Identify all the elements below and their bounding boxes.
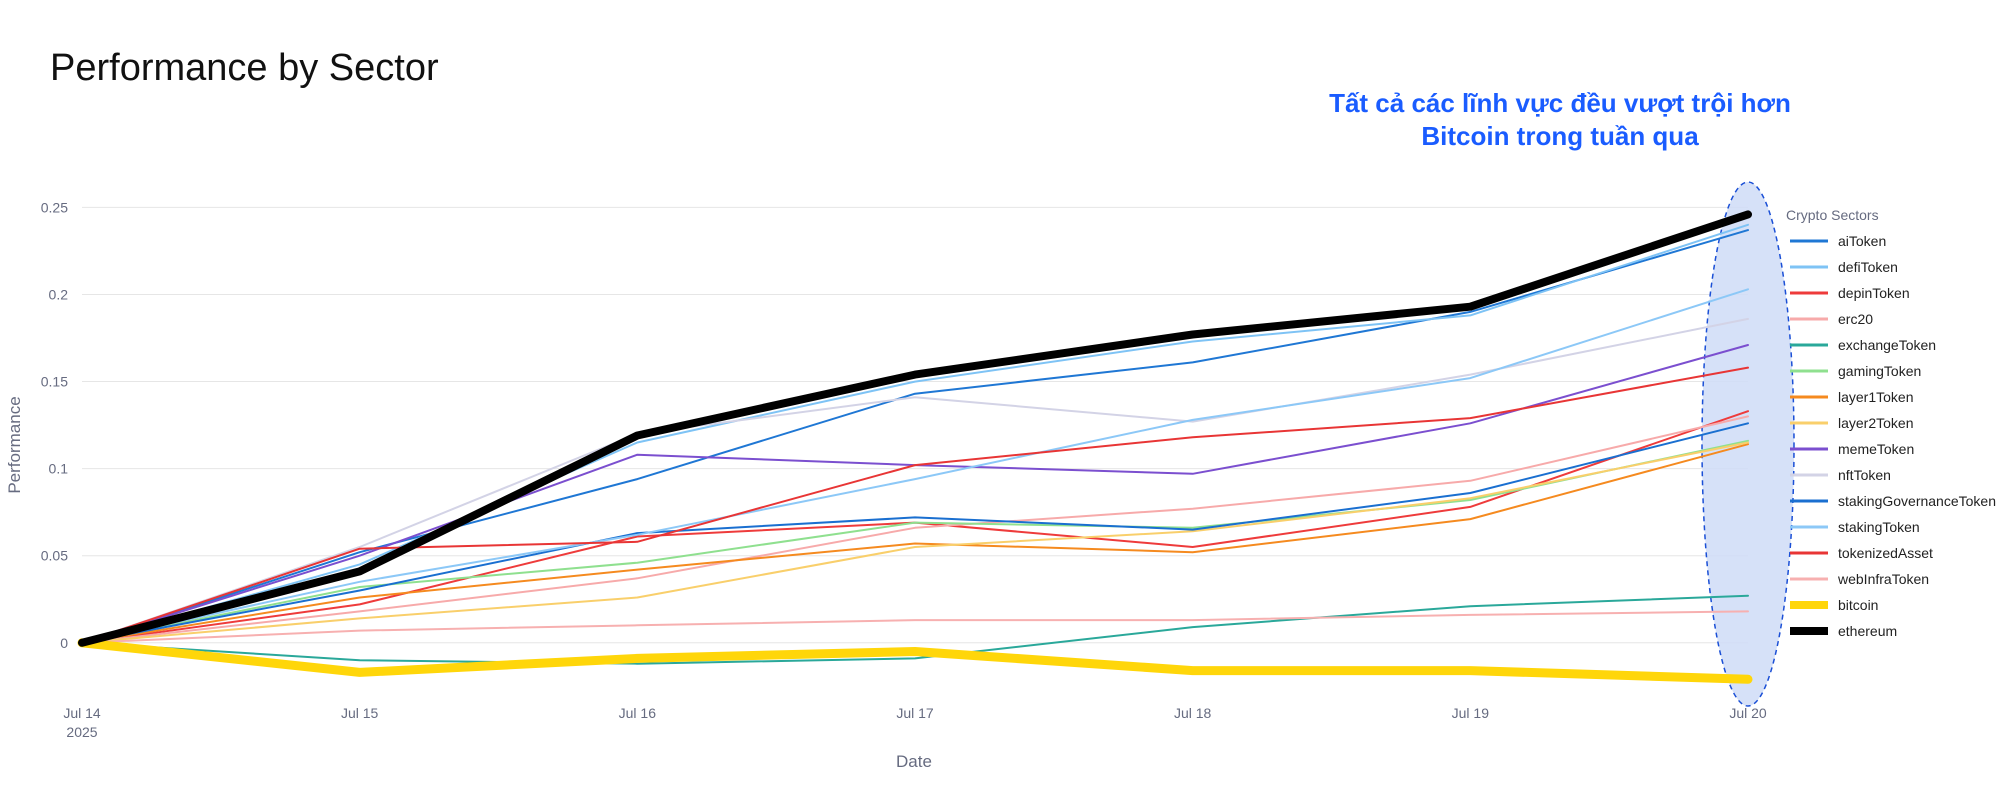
annotation-line-2: Bitcoin trong tuần qua (1421, 121, 1699, 151)
series-lines (77, 210, 1753, 684)
annotation-line-1: Tất cả các lĩnh vực đều vượt trội hơn (1329, 88, 1791, 118)
x-axis-ticks: Jul 14 Jul 15 Jul 16 Jul 17 Jul 18 Jul 19 Jul … (63, 705, 1767, 740)
legend-label-stakingToken: stakingToken (1838, 519, 1920, 535)
legend-label-bitcoin: bitcoin (1838, 597, 1878, 613)
series-line-layer2Token (81, 441, 1749, 644)
series-line-nftToken (81, 317, 1749, 644)
legend-label-tokenizedAsset: tokenizedAsset (1838, 545, 1933, 561)
legend-label-exchangeToken: exchangeToken (1838, 337, 1936, 353)
series-line-aiToken (81, 229, 1749, 644)
series-line-tokenizedAsset (81, 366, 1749, 644)
y-axis-title: Performance (5, 396, 24, 493)
chart-title: Performance by Sector (50, 47, 439, 89)
y-tick-label: 0 (60, 635, 68, 651)
legend-label-aiToken: aiToken (1838, 233, 1886, 249)
y-tick-label: 0.2 (49, 286, 69, 302)
x-tick-label: Jul 15 (341, 705, 379, 721)
legend-label-nftToken: nftToken (1838, 467, 1891, 483)
series-line-layer1Token (81, 443, 1749, 644)
x-axis-title: Date (896, 752, 932, 771)
x-tick-label: Jul 14 (63, 705, 101, 721)
series-line-exchangeToken (81, 594, 1749, 665)
legend-label-erc20: erc20 (1838, 311, 1873, 327)
legend-label-layer1Token: layer1Token (1838, 389, 1914, 405)
legend: aiToken defiToken depinToken erc20 exchangeT… (1790, 233, 1996, 639)
x-tick-label: Jul 20 (1729, 705, 1767, 721)
series-line-stakingGovernanceToken (81, 422, 1749, 644)
legend-label-stakingGovernanceToken: stakingGovernanceToken (1838, 493, 1996, 509)
legend-title: Crypto Sectors (1786, 207, 1879, 223)
series-line-webInfraToken (81, 610, 1749, 644)
x-tick-label: Jul 16 (619, 705, 657, 721)
series-line-gamingToken (81, 439, 1749, 644)
series-line-ethereum (78, 210, 1752, 647)
x-tick-label: Jul 17 (896, 705, 934, 721)
legend-label-gamingToken: gamingToken (1838, 363, 1921, 379)
legend-label-webInfraToken: webInfraToken (1837, 571, 1929, 587)
legend-label-ethereum: ethereum (1838, 623, 1897, 639)
legend-label-depinToken: depinToken (1838, 285, 1910, 301)
y-tick-label: 0.1 (49, 461, 69, 477)
x-tick-year-label: 2025 (66, 724, 97, 740)
series-line-erc20 (81, 415, 1749, 644)
y-tick-label: 0.25 (41, 199, 68, 215)
x-tick-label: Jul 18 (1174, 705, 1212, 721)
y-axis-ticks: 0 0.05 0.1 0.15 0.2 0.25 (41, 199, 68, 650)
series-line-defiToken (81, 223, 1749, 644)
series-line-stakingToken (81, 288, 1749, 644)
legend-label-memeToken: memeToken (1838, 441, 1914, 457)
y-tick-label: 0.15 (41, 374, 68, 390)
y-tick-label: 0.05 (41, 548, 68, 564)
legend-label-layer2Token: layer2Token (1838, 415, 1914, 431)
legend-label-defiToken: defiToken (1838, 259, 1898, 275)
series-line-bitcoin (77, 638, 1753, 684)
x-tick-label: Jul 19 (1452, 705, 1490, 721)
